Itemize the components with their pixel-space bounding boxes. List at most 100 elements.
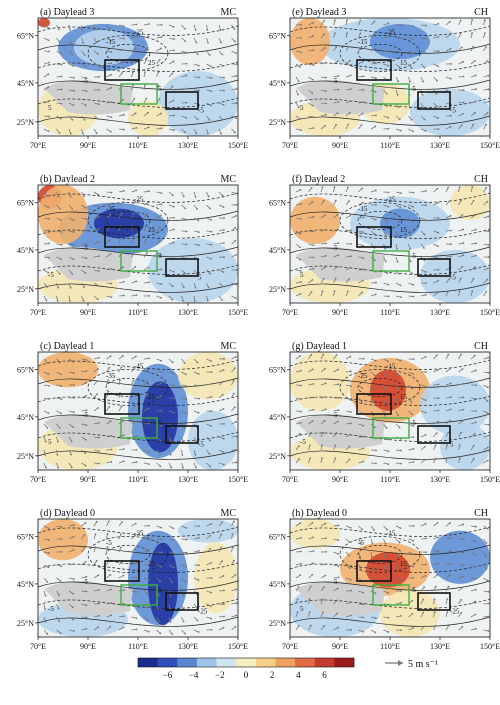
- wind-vector-head: [95, 29, 97, 31]
- wind-vector-head: [485, 187, 487, 189]
- wind-vector-head: [311, 187, 313, 189]
- x-tick-label: 70°E: [282, 642, 298, 651]
- wind-vector-head: [438, 397, 440, 399]
- wind-vector-head: [300, 385, 302, 387]
- panel-tag: CH: [474, 341, 488, 352]
- wind-vector-head: [48, 566, 50, 568]
- wind-vector-head: [198, 65, 200, 67]
- wind-vector-head: [223, 438, 225, 440]
- wind-vector-head: [474, 214, 476, 216]
- wind-vector-head: [323, 20, 325, 22]
- wind-vector-head: [374, 259, 376, 261]
- wind-vector-head: [300, 189, 302, 191]
- wind-vector-head: [160, 113, 162, 115]
- wind-vector-head: [98, 64, 100, 66]
- wind-vector-head: [312, 383, 314, 385]
- wind-vector-head: [473, 458, 475, 460]
- wind-vector-head: [198, 89, 200, 91]
- wind-vector-head: [48, 412, 50, 414]
- wind-vector-head: [412, 448, 414, 450]
- wind-vector-head: [487, 112, 489, 114]
- wind-vector-head: [196, 208, 198, 210]
- wind-vector-head: [98, 228, 100, 230]
- wind-vector-head: [223, 256, 225, 258]
- wind-vector-head: [487, 216, 489, 218]
- wind-vector-head: [97, 368, 99, 370]
- wind-vector-head: [325, 537, 327, 539]
- contour-label: -5: [198, 106, 204, 114]
- wind-vector-head: [198, 412, 200, 414]
- wind-vector-head: [236, 602, 238, 604]
- wind-vector-head: [173, 242, 175, 244]
- wind-vector-head: [97, 194, 99, 196]
- panel-title: (f) Daylead 2: [292, 174, 345, 185]
- wind-vector-head: [387, 631, 389, 633]
- wind-vector-head: [372, 389, 374, 391]
- contour-label: -5: [300, 438, 306, 446]
- wind-vector-head: [462, 383, 464, 385]
- wind-vector-head: [98, 357, 100, 359]
- panel-tag: CH: [474, 7, 488, 18]
- wind-vector-head: [387, 438, 389, 440]
- wind-vector-head: [71, 273, 73, 275]
- wind-vector-head: [73, 65, 75, 67]
- wind-vector-head: [399, 118, 401, 120]
- wind-vector-head: [475, 370, 477, 372]
- wind-vector-head: [160, 527, 162, 529]
- wind-vector-head: [198, 244, 200, 246]
- wind-vector-head: [86, 617, 88, 619]
- contour-label: -25: [386, 29, 396, 37]
- y-tick-label: 65°N: [269, 366, 286, 375]
- wind-vector-head: [170, 621, 172, 623]
- wind-vector-head: [311, 92, 313, 94]
- wind-vector-head: [148, 281, 150, 283]
- wind-vector-head: [57, 196, 59, 198]
- panel-title: (a) Daylead 3: [40, 7, 94, 18]
- wind-vector-head: [59, 41, 61, 43]
- wind-vector-head: [459, 444, 461, 446]
- x-tick-label: 150°E: [228, 642, 248, 651]
- wind-vector-head: [300, 411, 302, 413]
- wind-vector-head: [210, 105, 212, 107]
- wind-vector-head: [121, 521, 123, 523]
- wind-vector-head: [198, 398, 200, 400]
- wind-vector-head: [300, 281, 302, 283]
- reference-vector: 5 m s⁻¹: [385, 659, 438, 670]
- anomaly-shading: [290, 197, 340, 244]
- anomaly-shading: [194, 543, 238, 614]
- wind-vector-head: [362, 202, 364, 204]
- contour-label: 5: [158, 419, 162, 427]
- wind-vector-head: [207, 133, 209, 135]
- wind-vector-head: [487, 435, 489, 437]
- wind-vector-head: [387, 450, 389, 452]
- wind-vector-head: [334, 19, 336, 21]
- anomaly-shading: [450, 185, 490, 220]
- wind-vector-head: [450, 550, 452, 552]
- wind-vector-head: [46, 299, 48, 301]
- wind-vector-head: [186, 102, 188, 104]
- wind-vector-head: [338, 383, 340, 385]
- wind-vector-head: [71, 466, 73, 468]
- wind-vector-head: [135, 591, 137, 593]
- wind-vector-head: [400, 629, 402, 631]
- wind-vector-head: [209, 535, 211, 537]
- wind-vector-head: [324, 420, 326, 422]
- wind-vector-head: [310, 625, 312, 627]
- wind-vector-head: [338, 525, 340, 527]
- wind-vector-head: [462, 214, 464, 216]
- wind-vector-head: [96, 132, 98, 134]
- wind-vector-head: [221, 299, 223, 301]
- colorbar-segment: [256, 658, 276, 667]
- wind-vector-head: [425, 399, 427, 401]
- wind-vector-head: [337, 101, 339, 103]
- wind-vector-head: [325, 255, 327, 257]
- wind-vector-head: [471, 32, 473, 34]
- wind-vector-head: [300, 398, 302, 400]
- wind-vector-head: [159, 98, 161, 100]
- wind-vector-head: [313, 257, 315, 259]
- wind-vector-head: [310, 432, 312, 434]
- wind-vector-head: [60, 526, 62, 528]
- wind-vector-head: [145, 59, 147, 61]
- wind-vector-head: [110, 420, 112, 422]
- wind-vector-head: [461, 46, 463, 48]
